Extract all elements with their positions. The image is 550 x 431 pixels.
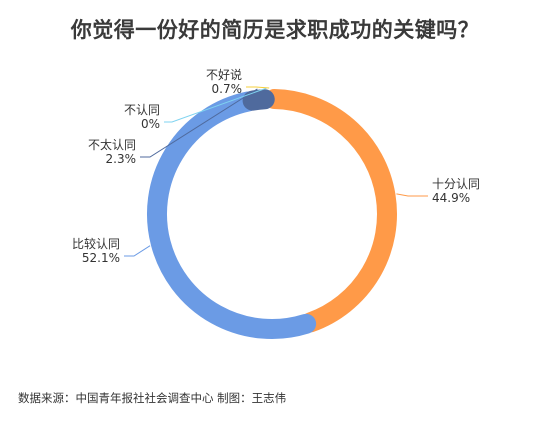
- category-label-3: 不太认同: [88, 137, 136, 152]
- leader-line-3: [140, 88, 258, 158]
- leader-line-1: [396, 193, 428, 197]
- leader-line-5: [246, 86, 270, 89]
- leader-line-4: [164, 87, 267, 123]
- donut-segment-2: [147, 91, 317, 339]
- value-label-3: 2.3%: [106, 152, 137, 166]
- donut-segment-1: [264, 89, 397, 333]
- value-label-1: 44.9%: [432, 191, 470, 205]
- chart-title: 你觉得一份好的简历是求职成功的关键吗？: [70, 18, 480, 42]
- source-note: 数据来源：中国青年报社社会调查中心 制图：王志伟: [18, 391, 287, 405]
- value-label-2: 52.1%: [82, 251, 120, 265]
- donut-segment-3: [242, 89, 275, 111]
- category-label-5: 不好说: [206, 67, 242, 82]
- category-label-2: 比较认同: [72, 236, 120, 251]
- category-label-4: 不认同: [124, 103, 160, 117]
- category-label-1: 十分认同: [432, 177, 480, 191]
- value-label-4: 0%: [141, 117, 160, 131]
- leader-line-2: [124, 245, 151, 257]
- value-label-5: 0.7%: [212, 82, 243, 96]
